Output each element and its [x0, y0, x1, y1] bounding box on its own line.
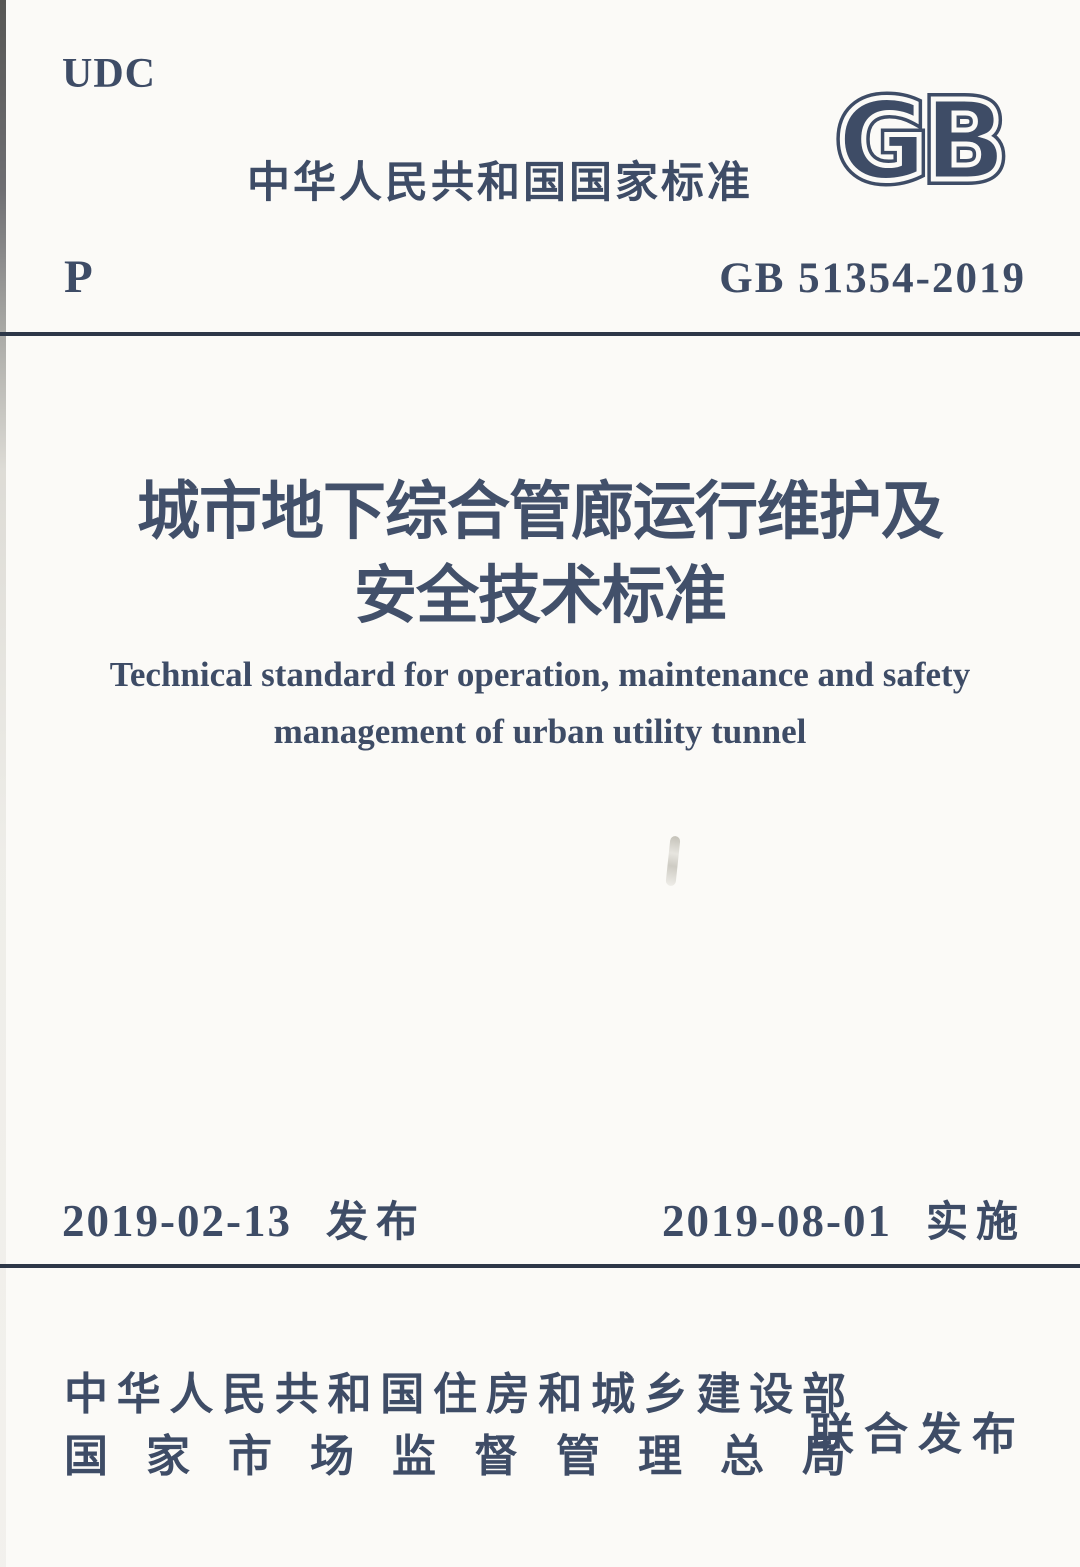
publishers-block: 中华人民共和国住房和城乡建设部 国家市场监督管理总局 — [64, 1364, 846, 1488]
title-chinese-line1: 城市地下综合管廊运行维护及 — [137, 477, 944, 547]
title-chinese: 城市地下综合管廊运行维护及 安全技术标准 — [0, 470, 1080, 638]
title-english: Technical standard for operation, mainte… — [0, 646, 1080, 760]
horizontal-rule-bottom — [0, 1264, 1080, 1268]
issue-date-group: 2019-02-13 发布 — [62, 1188, 426, 1249]
gb-standard-logo-icon: GB GB — [831, 80, 1013, 196]
implement-date-group: 2019-08-01 实施 — [662, 1188, 1026, 1249]
joint-release-label: 联合发布 — [810, 1410, 1026, 1459]
implement-date: 2019-08-01 — [662, 1196, 892, 1246]
gb-logo-inline-text: GB — [837, 80, 1003, 196]
scan-edge-artifact — [0, 0, 6, 1567]
udc-label: UDC — [62, 51, 156, 97]
title-english-line1: Technical standard for operation, mainte… — [109, 655, 971, 694]
standard-number: GB 51354-2019 — [719, 255, 1026, 302]
implement-label: 实施 — [925, 1198, 1026, 1245]
classification-code: P — [64, 251, 93, 303]
gb-logo-back-text: GB — [837, 80, 1003, 196]
publisher-ministry: 中华人民共和国住房和城乡建设部 — [64, 1370, 846, 1419]
title-english-line2: management of urban utility tunnel — [273, 712, 807, 751]
title-chinese-line2: 安全技术标准 — [354, 561, 727, 631]
issue-label: 发布 — [325, 1198, 426, 1245]
dates-row: 2019-02-13 发布 2019-08-01 实施 — [62, 1188, 1026, 1249]
horizontal-rule-top — [0, 332, 1080, 336]
national-standard-header: 中华人民共和国国家标准 — [247, 159, 753, 207]
publisher-administration: 国家市场监督管理总局 — [64, 1432, 846, 1481]
issue-date: 2019-02-13 — [62, 1196, 292, 1246]
scan-smudge-artifact — [665, 835, 681, 887]
